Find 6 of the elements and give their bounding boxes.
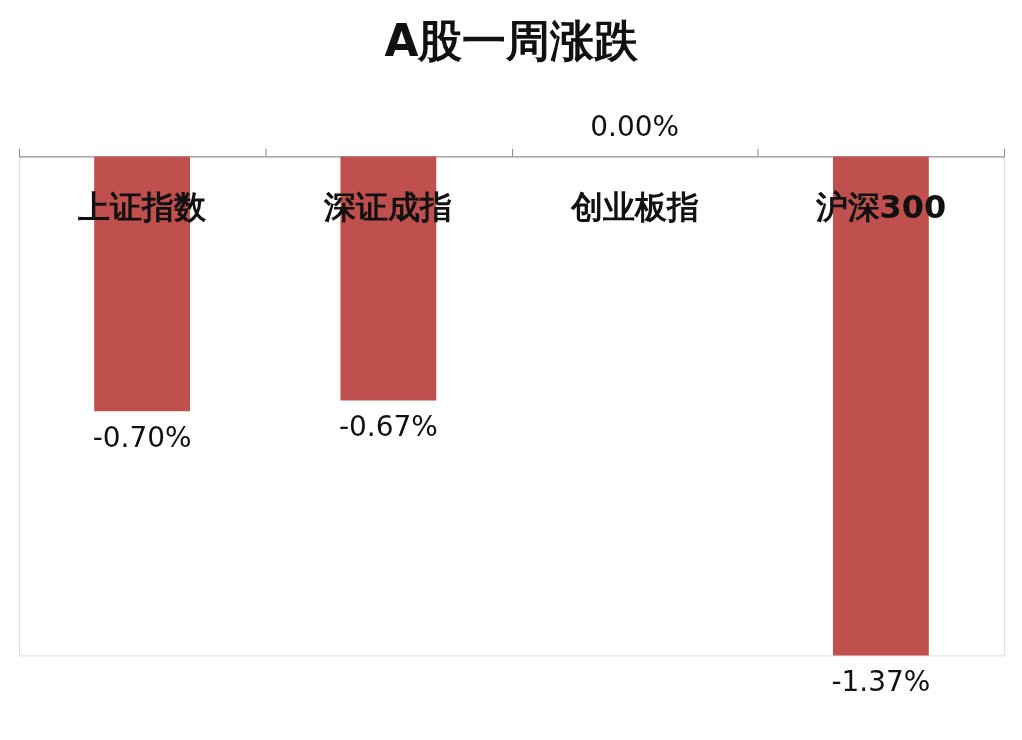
data-label: -1.37% bbox=[831, 665, 931, 699]
data-label: -0.67% bbox=[338, 410, 438, 444]
data-label: 0.00% bbox=[590, 110, 680, 144]
x-tick-label: 创业板指 bbox=[569, 188, 699, 227]
data-label: -0.70% bbox=[92, 421, 192, 455]
chart-title: A股一周涨跌 bbox=[384, 14, 640, 66]
